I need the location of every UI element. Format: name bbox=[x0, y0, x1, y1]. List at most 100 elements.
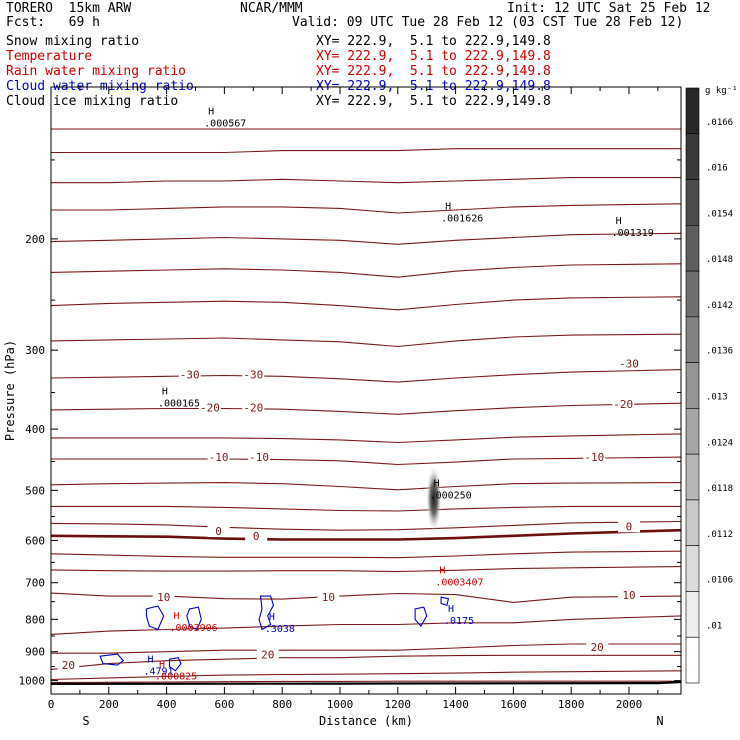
isotherm-label: 20 bbox=[261, 648, 274, 661]
colorbar-label: .0154 bbox=[706, 209, 733, 219]
extremum-mark: H bbox=[159, 659, 165, 670]
legend-snow: Snow mixing ratio bbox=[6, 34, 140, 49]
isotherm-label-bg bbox=[198, 401, 221, 414]
isotherm-label: -30 bbox=[243, 369, 263, 382]
y-tick-label: 500 bbox=[25, 484, 45, 497]
colorbar-segment bbox=[685, 545, 700, 592]
cloud-water-contour bbox=[99, 653, 124, 666]
isotherm-label: 20 bbox=[591, 641, 604, 654]
isotherm-line bbox=[51, 148, 681, 154]
isotherm-line bbox=[51, 203, 682, 214]
extremum-mark: H bbox=[616, 216, 622, 227]
isotherm-label: -30 bbox=[619, 358, 639, 371]
extremum-value: .4791 bbox=[143, 667, 173, 678]
extremum-value: .001319 bbox=[612, 228, 654, 239]
north-label: N bbox=[656, 714, 663, 728]
colorbar-segment bbox=[685, 499, 700, 546]
cloud-water-contour bbox=[258, 595, 275, 631]
isotherm-label-bg bbox=[256, 648, 279, 661]
isotherm-label-bg bbox=[242, 401, 265, 414]
colorbar-label: .01 bbox=[706, 621, 722, 631]
isotherm-label: -30 bbox=[180, 369, 200, 382]
isotherm-label-bg bbox=[612, 397, 635, 410]
cloud-water-contour bbox=[440, 596, 450, 607]
extremum-mark: H bbox=[162, 386, 168, 397]
isotherm-label-bg bbox=[617, 520, 640, 533]
extremum-value: .0175 bbox=[444, 616, 474, 627]
xy-temperature: XY= 222.9, 5.1 to 222.9,149.8 bbox=[316, 49, 551, 64]
isotherm-line bbox=[50, 566, 682, 573]
isotherm-label: 20 bbox=[62, 659, 75, 672]
extremum-mark: H bbox=[445, 201, 451, 212]
plot-frame bbox=[50, 86, 682, 695]
isotherm-label: -10 bbox=[584, 451, 604, 464]
isotherm-line bbox=[50, 670, 682, 681]
isotherm-label: -20 bbox=[613, 398, 633, 411]
xy-rain: XY= 222.9, 5.1 to 222.9,149.8 bbox=[316, 64, 551, 79]
y-tick-label: 200 bbox=[25, 233, 45, 246]
isotherm-line bbox=[50, 232, 682, 245]
extremum-value: .000825 bbox=[155, 671, 197, 682]
y-tick-label: 900 bbox=[25, 646, 45, 659]
extremum-mark: H bbox=[434, 479, 440, 490]
x-tick-label: 600 bbox=[214, 698, 234, 711]
x-tick-label: 1200 bbox=[385, 698, 412, 711]
isotherm-line bbox=[50, 402, 682, 415]
isotherm-label: 10 bbox=[322, 591, 335, 604]
extremum-value: .3038 bbox=[265, 624, 295, 635]
south-label: S bbox=[82, 714, 89, 728]
isotherm-line bbox=[50, 592, 682, 603]
isotherm-label-bg bbox=[242, 368, 265, 381]
extremum-mark: H bbox=[448, 604, 454, 615]
extremum-value: .0003407 bbox=[435, 578, 483, 589]
isotherm-line bbox=[50, 615, 682, 635]
isotherm-label-bg bbox=[152, 590, 175, 603]
colorbar-segment bbox=[685, 362, 700, 409]
colorbar-segment bbox=[685, 133, 700, 180]
model-title: TORERO 15km ARW bbox=[6, 1, 132, 16]
isotherm-line bbox=[51, 643, 681, 654]
isotherm-label: -10 bbox=[209, 451, 229, 464]
extremum-value: .0003906 bbox=[169, 623, 217, 634]
cloud-water-contour bbox=[145, 605, 165, 631]
colorbar-label: .0118 bbox=[706, 484, 733, 494]
y-tick-label: 700 bbox=[25, 577, 45, 590]
isotherm-label: 10 bbox=[157, 591, 170, 604]
isotherm-label-bg bbox=[245, 529, 268, 542]
isotherm-line bbox=[50, 296, 682, 311]
valid-time: Valid: 09 UTC Tue 28 Feb 12 (03 CST Tue … bbox=[292, 15, 684, 30]
isotherm-line bbox=[50, 482, 682, 491]
y-tick-label: 400 bbox=[25, 423, 45, 436]
colorbar-unit: g kg⁻¹ bbox=[705, 86, 738, 96]
x-tick-label: 1800 bbox=[558, 698, 585, 711]
legend-temperature: Temperature bbox=[6, 49, 93, 64]
extremum-value: .001626 bbox=[441, 213, 483, 224]
colorbar-segment bbox=[685, 591, 700, 638]
colorbar-label: .0136 bbox=[706, 347, 733, 357]
colorbar-label: .0124 bbox=[706, 438, 733, 448]
ground-line bbox=[50, 680, 682, 685]
colorbar-label: .0166 bbox=[706, 118, 733, 128]
colorbar-label: .0112 bbox=[706, 530, 733, 540]
colorbar-segment bbox=[685, 453, 700, 501]
cloud-water-contour bbox=[414, 606, 428, 628]
y-tick-label: 1000 bbox=[19, 675, 46, 688]
isotherm-line bbox=[51, 505, 681, 512]
isotherm-line bbox=[50, 528, 682, 541]
org-label: NCAR/MMM bbox=[240, 1, 303, 16]
cloud-water-contour bbox=[186, 606, 202, 631]
isotherm-line bbox=[50, 263, 682, 278]
x-tick-label: 1600 bbox=[500, 698, 527, 711]
xy-snow: XY= 222.9, 5.1 to 222.9,149.8 bbox=[316, 34, 551, 49]
isotherm-label-bg bbox=[617, 588, 640, 601]
isotherm-label: -10 bbox=[249, 451, 269, 464]
isotherm-line bbox=[50, 369, 682, 383]
xy-cloud-ice: XY= 222.9, 5.1 to 222.9,149.8 bbox=[316, 94, 551, 109]
snow-shading bbox=[425, 464, 442, 533]
isotherm-label-bg bbox=[178, 368, 201, 381]
colorbar-label: .0142 bbox=[706, 301, 733, 311]
isotherm-label: 0 bbox=[253, 530, 260, 543]
isotherm-label-bg bbox=[317, 590, 340, 603]
colorbar-segment bbox=[685, 636, 700, 684]
isotherm-line bbox=[50, 333, 682, 348]
